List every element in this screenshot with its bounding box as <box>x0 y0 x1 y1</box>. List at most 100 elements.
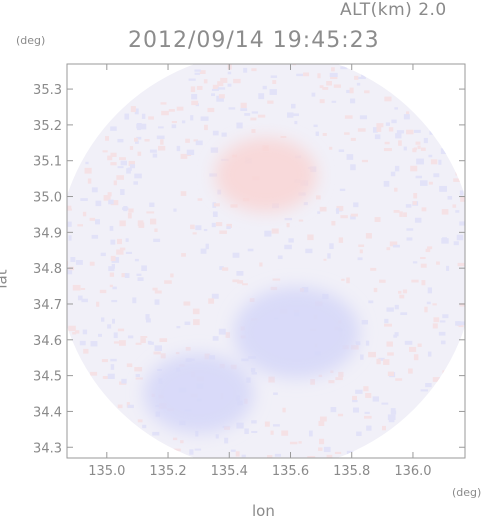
speckle-cell <box>91 234 99 239</box>
speckle-cell <box>390 408 396 413</box>
speckle-cell <box>333 84 341 88</box>
speckle-cell <box>411 279 419 283</box>
speckle-cell <box>213 203 220 207</box>
speckle-cell <box>307 455 316 458</box>
speckle-cell <box>211 88 219 91</box>
speckle-cell <box>67 205 72 211</box>
chart-title-timestamp: 2012/09/14 19:45:23 <box>128 28 380 53</box>
speckle-cell <box>303 202 308 206</box>
speckle-cell <box>144 138 150 142</box>
speckle-cell <box>363 386 369 392</box>
speckle-cell <box>236 270 244 276</box>
speckle-cell <box>442 237 447 240</box>
speckle-cell <box>210 147 219 153</box>
y-tick-label: 34.8 <box>33 262 62 277</box>
speckle-cell <box>212 84 219 90</box>
speckle-cell <box>203 228 208 232</box>
speckle-cell <box>180 153 188 159</box>
speckle-cell <box>350 137 356 141</box>
speckle-cell <box>436 261 440 265</box>
speckle-cell <box>153 238 161 243</box>
speckle-cell <box>424 306 428 313</box>
speckle-cell <box>75 259 83 265</box>
speckle-cell <box>130 106 136 113</box>
speckle-cell <box>134 367 143 372</box>
speckle-cell <box>60 248 66 251</box>
speckle-cell <box>412 261 418 264</box>
x-tick-label: 135.8 <box>333 464 370 479</box>
speckle-cell <box>268 376 275 383</box>
speckle-cell <box>271 228 279 234</box>
y-tick-label: 34.6 <box>33 334 62 349</box>
speckle-cell <box>119 247 126 251</box>
speckle-cell <box>70 257 76 263</box>
speckle-cell <box>391 119 397 124</box>
speckle-cell <box>427 287 433 294</box>
speckle-cell <box>408 346 417 352</box>
speckle-cell <box>303 72 310 77</box>
speckle-cell <box>403 114 410 120</box>
speckle-cell <box>403 212 407 218</box>
speckle-cell <box>335 377 343 381</box>
speckle-cell <box>442 370 449 374</box>
speckle-cell <box>230 204 238 208</box>
speckle-cell <box>101 359 108 363</box>
speckle-cell <box>128 160 136 166</box>
speckle-cell <box>274 453 282 457</box>
speckle-cell <box>420 389 428 392</box>
region-layer <box>143 137 360 434</box>
speckle-cell <box>323 446 331 453</box>
speckle-cell <box>318 438 325 445</box>
speckle-cell <box>406 111 410 116</box>
speckle-cell <box>319 416 327 422</box>
speckle-cell <box>171 120 177 124</box>
speckle-cell <box>446 265 450 271</box>
y-tick-label: 35.0 <box>33 191 62 206</box>
speckle-cell <box>455 171 461 176</box>
speckle-cell <box>423 137 428 144</box>
speckle-cell <box>315 195 321 200</box>
speckle-cell <box>185 346 191 351</box>
speckle-cell <box>212 130 219 136</box>
speckle-cell <box>152 287 158 291</box>
speckle-cell <box>173 448 181 452</box>
speckle-cell <box>379 279 386 283</box>
speckle-cell <box>232 252 240 258</box>
speckle-cell <box>395 133 402 139</box>
speckle-cell <box>159 338 168 343</box>
speckle-cell <box>361 159 369 163</box>
x-tick-label: 136.0 <box>394 464 431 479</box>
speckle-cell <box>438 331 446 336</box>
speckle-cell <box>250 367 256 373</box>
speckle-cell <box>326 80 333 86</box>
speckle-cell <box>429 130 434 135</box>
speckle-cell <box>370 267 377 271</box>
speckle-cell <box>338 371 344 377</box>
speckle-cell <box>113 180 117 186</box>
speckle-cell <box>129 164 136 169</box>
speckle-cell <box>318 447 323 451</box>
speckle-cell <box>270 286 278 291</box>
speckle-cell <box>429 391 436 397</box>
speckle-cell <box>110 255 116 262</box>
speckle-cell <box>251 57 255 62</box>
speckle-cell <box>192 232 197 235</box>
speckle-cell <box>318 420 325 427</box>
speckle-cell <box>204 124 208 131</box>
speckle-cell <box>227 83 232 87</box>
speckle-cell <box>237 280 244 284</box>
speckle-cell <box>415 175 423 179</box>
speckle-cell <box>280 135 287 138</box>
speckle-cell <box>111 263 115 269</box>
speckle-cell <box>393 209 400 213</box>
speckle-cell <box>440 340 446 345</box>
speckle-cell <box>68 325 76 332</box>
speckle-cell <box>242 283 248 286</box>
speckle-cell <box>405 204 412 208</box>
speckle-cell <box>261 457 268 458</box>
speckle-cell <box>336 208 340 214</box>
speckle-cell <box>117 138 124 143</box>
speckle-cell <box>212 211 218 218</box>
speckle-cell <box>358 244 365 247</box>
